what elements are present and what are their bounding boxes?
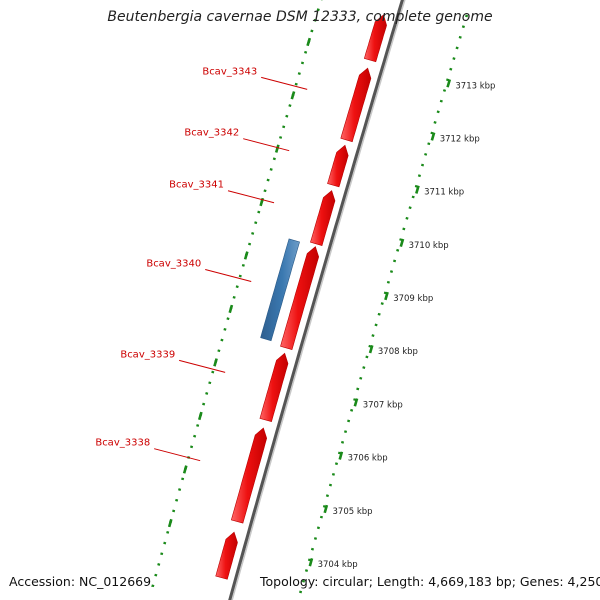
major-tick-outer <box>213 358 218 367</box>
major-tick <box>384 291 389 301</box>
tick-label: 3705 kbp <box>333 507 373 517</box>
major-tick <box>430 132 436 141</box>
tick-label: 3708 kbp <box>378 347 418 357</box>
major-tick <box>323 504 329 514</box>
tick-label: 3704 kbp <box>318 560 358 570</box>
gene-label: Bcav_3338 <box>95 438 150 449</box>
tick-label: 3709 kbp <box>393 294 433 304</box>
major-tick-outer <box>306 37 312 47</box>
forward-gene-arrow <box>230 427 268 524</box>
gene-label: Bcav_3342 <box>184 128 239 139</box>
forward-gene-arrow <box>215 531 238 580</box>
major-tick-outer <box>274 144 280 153</box>
gene-label: Bcav_3341 <box>169 180 224 191</box>
gene-label-leader <box>154 448 201 462</box>
tick-label: 3707 kbp <box>363 400 403 410</box>
forward-gene-arrow <box>310 190 336 246</box>
gene-label-leader <box>261 76 308 90</box>
major-tick <box>353 398 359 407</box>
major-tick-outer <box>243 251 249 260</box>
major-tick-outer <box>197 411 203 421</box>
tick-track-outer <box>151 0 323 588</box>
major-tick <box>308 558 314 567</box>
genome-summary-label: Topology: circular; Length: 4,669,183 bp… <box>260 574 600 589</box>
tick-label: 3710 kbp <box>409 241 449 251</box>
major-tick-outer <box>167 518 173 528</box>
tick-label: 3711 kbp <box>424 188 464 198</box>
tick-track-inner <box>296 14 469 600</box>
gene-label-leader <box>205 269 252 282</box>
major-tick <box>446 79 452 88</box>
accession-label: Accession: NC_012669 <box>9 574 152 589</box>
tick-label: 3712 kbp <box>440 135 480 145</box>
gene-label-leader <box>179 359 226 373</box>
forward-gene-arrow <box>259 352 289 422</box>
backbone-dark <box>228 0 405 600</box>
major-tick-outer <box>228 304 234 314</box>
major-tick-outer <box>182 465 188 474</box>
major-tick <box>415 185 420 194</box>
major-tick <box>338 451 344 460</box>
forward-gene-arrow <box>363 14 387 63</box>
tick-label: 3713 kbp <box>455 81 495 91</box>
reverse-gene-block <box>260 238 300 342</box>
map-title: Beutenbergia cavernae DSM 12333, complet… <box>107 9 493 25</box>
major-tick <box>368 344 374 354</box>
major-tick-outer <box>290 91 296 100</box>
gene-label: Bcav_3340 <box>146 259 201 270</box>
forward-gene-arrow <box>340 67 372 143</box>
forward-gene-arrow <box>327 144 349 188</box>
gene-label: Bcav_3343 <box>202 66 257 77</box>
gene-label: Bcav_3339 <box>120 349 175 360</box>
backbone-light <box>231 0 406 600</box>
forward-gene-arrow <box>280 246 320 350</box>
tick-label: 3706 kbp <box>348 454 388 464</box>
gene-label-leader <box>227 190 275 204</box>
major-tick <box>399 238 405 248</box>
gene-label-leader <box>243 138 290 152</box>
